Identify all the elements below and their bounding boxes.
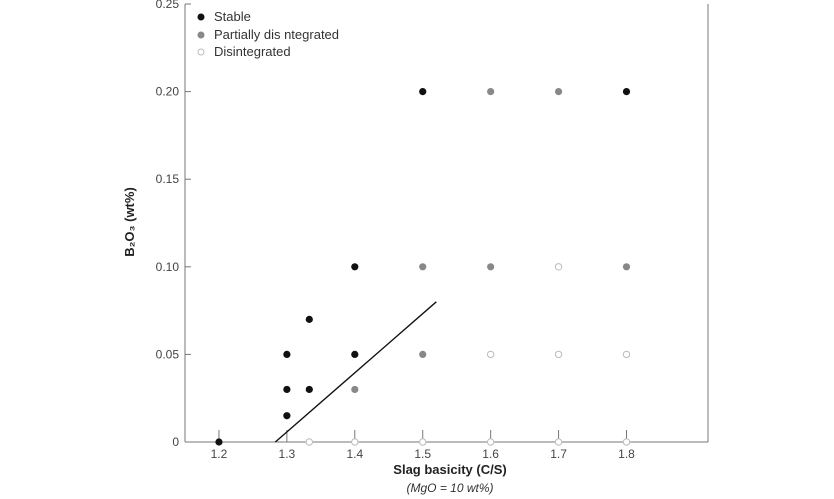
- data-point-partially-dis-ntegrated: [419, 263, 427, 271]
- data-point-disintegrated: [351, 438, 359, 446]
- data-point-stable: [283, 350, 291, 358]
- data-point-stable: [305, 385, 313, 394]
- data-point-partially-dis-ntegrated: [487, 263, 495, 271]
- legend-label-partially-disintegrated: Partially dis ntegrated: [214, 27, 339, 42]
- data-point-disintegrated: [305, 438, 313, 446]
- y-tick-label: 0.15: [156, 172, 180, 186]
- legend: Stable Partially dis ntegrated Disintegr…: [197, 9, 339, 59]
- data-point-partially-dis-ntegrated: [554, 88, 563, 96]
- x-tick-label: 1.6: [482, 447, 499, 461]
- x-tick-label: 1.3: [279, 447, 296, 461]
- data-point-disintegrated: [554, 263, 563, 271]
- data-point-stable: [215, 438, 223, 446]
- data-point-stable: [283, 412, 291, 420]
- legend-marker-partially-disintegrated: [197, 31, 205, 39]
- legend-marker-stable: [197, 13, 205, 21]
- legend-label-stable: Stable: [214, 9, 251, 24]
- data-point-disintegrated: [486, 438, 495, 446]
- data-point-stable: [351, 263, 359, 271]
- y-tick-label: 0.10: [156, 260, 180, 274]
- x-axis-title: Slag basicity (C/S): [393, 462, 506, 477]
- x-axis-subtitle: (MgO = 10 wt%): [406, 481, 493, 495]
- y-tick-label: 0: [172, 435, 179, 449]
- y-tick-label: 0.05: [156, 347, 180, 361]
- x-tick-label: 1.7: [550, 447, 567, 461]
- data-point-disintegrated: [419, 438, 427, 446]
- x-tick-label: 1.4: [346, 447, 363, 461]
- x-tick-label: 1.5: [414, 447, 431, 461]
- data-point-stable: [283, 385, 291, 394]
- data-point-partially-dis-ntegrated: [487, 88, 495, 96]
- data-point-partially-dis-ntegrated: [622, 263, 631, 271]
- stability-boundary-line: [274, 301, 437, 443]
- data-point-disintegrated: [486, 350, 495, 359]
- legend-marker-disintegrated: [197, 48, 205, 56]
- data-point-disintegrated: [554, 438, 563, 446]
- x-tick-label: 1.2: [211, 447, 228, 461]
- data-point-stable: [419, 88, 427, 96]
- y-tick-label: 0.20: [156, 85, 180, 99]
- data-point-disintegrated: [622, 350, 631, 359]
- data-point-partially-dis-ntegrated: [351, 385, 359, 394]
- y-axis-title: B₂O₃ (wt%): [122, 187, 137, 257]
- x-tick-label: 1.8: [618, 447, 635, 461]
- y-tick-label: 0.25: [156, 0, 180, 11]
- data-point-partially-dis-ntegrated: [419, 350, 427, 358]
- data-point-disintegrated: [554, 350, 563, 359]
- data-point-stable: [351, 350, 359, 358]
- data-point-disintegrated: [622, 438, 631, 446]
- data-point-stable: [305, 315, 313, 323]
- legend-label-disintegrated: Disintegrated: [214, 44, 291, 59]
- data-point-stable: [622, 88, 631, 96]
